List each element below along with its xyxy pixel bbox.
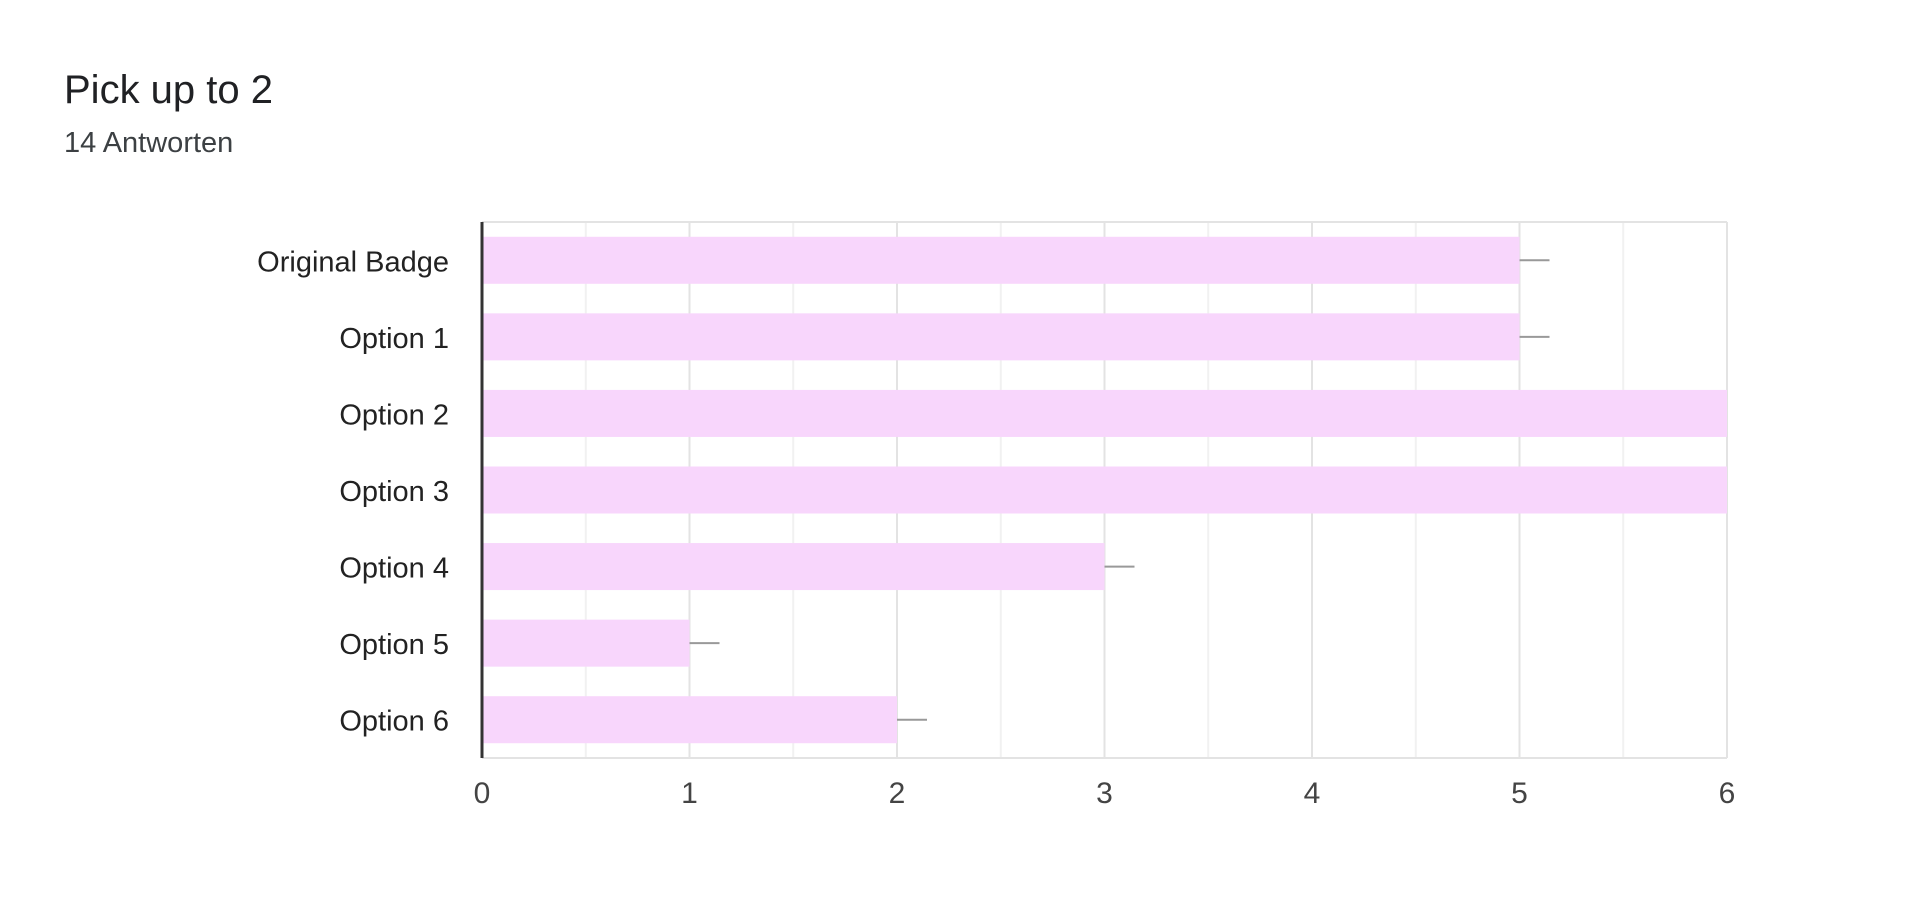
chart-title: Pick up to 2 xyxy=(64,68,274,112)
bar xyxy=(482,313,1520,361)
x-tick-label: 0 xyxy=(474,777,491,810)
category-labels: Original Badge Option 1 Option 2 Option 3 Op… xyxy=(257,246,449,737)
x-tick-label: 3 xyxy=(1096,777,1113,810)
bar xyxy=(482,466,1727,514)
response-count: 14 Antworten xyxy=(64,127,234,159)
category-label: Option 1 xyxy=(339,323,449,355)
x-tick-label: 5 xyxy=(1511,777,1528,810)
bar xyxy=(482,696,897,744)
category-label: Option 4 xyxy=(339,553,449,585)
category-label: Option 6 xyxy=(339,706,449,738)
chart-bars xyxy=(482,236,1727,744)
category-label: Option 5 xyxy=(339,629,449,661)
category-label: Option 2 xyxy=(339,399,449,431)
x-tick-labels: 0 1 2 3 4 5 6 xyxy=(474,777,1736,810)
x-tick-label: 1 xyxy=(681,777,698,810)
x-tick-label: 4 xyxy=(1304,777,1321,810)
chart-header: Pick up to 2 14 Antworten xyxy=(64,66,273,160)
category-label: Option 3 xyxy=(339,476,449,508)
bar xyxy=(482,619,690,667)
bar xyxy=(482,543,1105,591)
chart-error-bars xyxy=(689,259,1550,721)
bar xyxy=(482,389,1727,437)
x-tick-label: 2 xyxy=(889,777,906,810)
bar xyxy=(482,236,1520,284)
category-label: Original Badge xyxy=(257,246,449,278)
x-tick-label: 6 xyxy=(1719,777,1736,810)
